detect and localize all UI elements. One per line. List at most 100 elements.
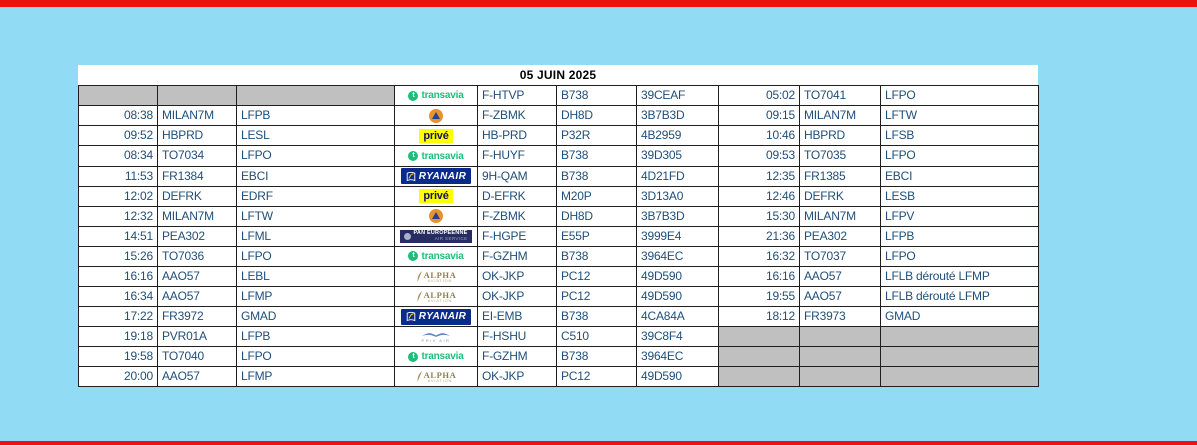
aircraft-type-cell[interactable]: E55P	[556, 225, 637, 247]
departure-callsign-cell[interactable]: HBPRD	[799, 125, 881, 147]
registration-cell[interactable]: 9H-QAM	[477, 165, 557, 187]
destination-cell[interactable]	[880, 325, 1039, 347]
origin-cell[interactable]: LESL	[236, 125, 395, 147]
hex-code-cell[interactable]: 39C8F4	[636, 325, 719, 347]
arrival-callsign-cell[interactable]: AAO57	[157, 265, 237, 287]
destination-cell[interactable]: LFPO	[880, 84, 1039, 107]
registration-cell[interactable]: F-GZHM	[477, 245, 557, 267]
arrival-callsign-cell[interactable]: MILAN7M	[157, 205, 237, 227]
aircraft-type-cell[interactable]: B738	[556, 305, 637, 327]
departure-time-cell[interactable]: 12:35	[718, 165, 800, 187]
registration-cell[interactable]: OK-JKP	[477, 285, 557, 307]
departure-time-cell[interactable]: 09:53	[718, 145, 800, 167]
hex-code-cell[interactable]: 39CEAF	[636, 84, 719, 107]
origin-cell[interactable]: LFML	[236, 225, 395, 247]
origin-cell[interactable]: LFPB	[236, 325, 395, 347]
origin-cell[interactable]: EBCI	[236, 165, 395, 187]
departure-time-cell[interactable]: 18:12	[718, 305, 800, 327]
departure-time-cell[interactable]	[718, 325, 800, 347]
destination-cell[interactable]: LFPV	[880, 205, 1039, 227]
aircraft-type-cell[interactable]: PC12	[556, 366, 637, 388]
destination-cell[interactable]: LFPO	[880, 245, 1039, 267]
aircraft-type-cell[interactable]: B738	[556, 84, 637, 107]
operator-logo-cell[interactable]: t transavia	[394, 345, 478, 368]
arrival-time-cell[interactable]: 08:34	[78, 145, 158, 167]
operator-logo-cell[interactable]: ALPHA AVIATION	[394, 366, 478, 388]
departure-callsign-cell[interactable]: TO7035	[799, 145, 881, 167]
registration-cell[interactable]: F-ZBMK	[477, 205, 557, 227]
operator-logo-cell[interactable]: PAN EUROPEENNE AIR SERVICE	[394, 225, 478, 247]
registration-cell[interactable]: D-EFRK	[477, 185, 557, 207]
arrival-callsign-cell[interactable]: AAO57	[157, 366, 237, 388]
operator-logo-cell[interactable]: t transavia	[394, 245, 478, 267]
departure-callsign-cell[interactable]: MILAN7M	[799, 205, 881, 227]
registration-cell[interactable]: F-HSHU	[477, 325, 557, 347]
arrival-time-cell[interactable]: 11:53	[78, 165, 158, 187]
registration-cell[interactable]: OK-JKP	[477, 366, 557, 388]
departure-callsign-cell[interactable]: TO7037	[799, 245, 881, 267]
departure-callsign-cell[interactable]: DEFRK	[799, 185, 881, 207]
arrival-time-cell[interactable]	[78, 84, 158, 107]
hex-code-cell[interactable]: 4B2959	[636, 125, 719, 147]
departure-time-cell[interactable]: 09:15	[718, 105, 800, 127]
arrival-time-cell[interactable]: 09:52	[78, 125, 158, 147]
departure-time-cell[interactable]: 12:46	[718, 185, 800, 207]
arrival-callsign-cell[interactable]: FR3972	[157, 305, 237, 327]
aircraft-type-cell[interactable]: C510	[556, 325, 637, 347]
arrival-callsign-cell[interactable]: MILAN7M	[157, 105, 237, 127]
arrival-time-cell[interactable]: 12:02	[78, 185, 158, 207]
departure-time-cell[interactable]: 21:36	[718, 225, 800, 247]
hex-code-cell[interactable]: 3B7B3D	[636, 205, 719, 227]
operator-logo-cell[interactable]	[394, 205, 478, 227]
registration-cell[interactable]: F-HUYF	[477, 145, 557, 167]
departure-time-cell[interactable]: 16:32	[718, 245, 800, 267]
arrival-callsign-cell[interactable]: FR1384	[157, 165, 237, 187]
departure-callsign-cell[interactable]: AAO57	[799, 265, 881, 287]
hex-code-cell[interactable]: 3964EC	[636, 345, 719, 368]
destination-cell[interactable]: EBCI	[880, 165, 1039, 187]
arrival-callsign-cell[interactable]: HBPRD	[157, 125, 237, 147]
destination-cell[interactable]: LFPB	[880, 225, 1039, 247]
arrival-time-cell[interactable]: 17:22	[78, 305, 158, 327]
departure-time-cell[interactable]: 10:46	[718, 125, 800, 147]
operator-logo-cell[interactable]: PRIV AIR	[394, 325, 478, 347]
hex-code-cell[interactable]: 3964EC	[636, 245, 719, 267]
hex-code-cell[interactable]: 49D590	[636, 285, 719, 307]
arrival-time-cell[interactable]: 16:16	[78, 265, 158, 287]
registration-cell[interactable]: OK-JKP	[477, 265, 557, 287]
arrival-callsign-cell[interactable]: TO7040	[157, 345, 237, 368]
departure-callsign-cell[interactable]: TO7041	[799, 84, 881, 107]
departure-time-cell[interactable]	[718, 366, 800, 388]
origin-cell[interactable]: LFMP	[236, 285, 395, 307]
operator-logo-cell[interactable]: RYANAIR	[394, 305, 478, 327]
departure-time-cell[interactable]: 19:55	[718, 285, 800, 307]
operator-logo-cell[interactable]: t transavia	[394, 84, 478, 107]
arrival-time-cell[interactable]: 08:38	[78, 105, 158, 127]
arrival-time-cell[interactable]: 16:34	[78, 285, 158, 307]
operator-logo-cell[interactable]: privé	[394, 125, 478, 147]
origin-cell[interactable]: LFMP	[236, 366, 395, 388]
destination-cell[interactable]: LFLB dérouté LFMP	[880, 285, 1039, 307]
operator-logo-cell[interactable]: ALPHA AVIATION	[394, 265, 478, 287]
destination-cell[interactable]: LFLB dérouté LFMP	[880, 265, 1039, 287]
hex-code-cell[interactable]: 3D13A0	[636, 185, 719, 207]
departure-callsign-cell[interactable]	[799, 325, 881, 347]
arrival-time-cell[interactable]: 12:32	[78, 205, 158, 227]
arrival-callsign-cell[interactable]	[157, 84, 237, 107]
arrival-time-cell[interactable]: 20:00	[78, 366, 158, 388]
destination-cell[interactable]	[880, 345, 1039, 368]
origin-cell[interactable]: EDRF	[236, 185, 395, 207]
destination-cell[interactable]: GMAD	[880, 305, 1039, 327]
hex-code-cell[interactable]: 49D590	[636, 366, 719, 388]
departure-callsign-cell[interactable]	[799, 366, 881, 388]
aircraft-type-cell[interactable]: P32R	[556, 125, 637, 147]
registration-cell[interactable]: F-ZBMK	[477, 105, 557, 127]
departure-callsign-cell[interactable]: FR1385	[799, 165, 881, 187]
arrival-callsign-cell[interactable]: TO7036	[157, 245, 237, 267]
registration-cell[interactable]: F-HTVP	[477, 84, 557, 107]
arrival-time-cell[interactable]: 19:18	[78, 325, 158, 347]
origin-cell[interactable]: LFPO	[236, 245, 395, 267]
departure-time-cell[interactable]: 15:30	[718, 205, 800, 227]
origin-cell[interactable]: LEBL	[236, 265, 395, 287]
aircraft-type-cell[interactable]: DH8D	[556, 105, 637, 127]
